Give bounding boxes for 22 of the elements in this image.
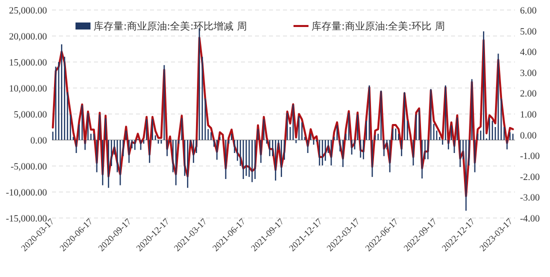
y-tick-label: 10,000.00 [9, 84, 48, 94]
y-tick-label: 5,000.00 [14, 110, 48, 120]
y-tick-label: 20,000.00 [9, 32, 48, 42]
y-tick-label: -5,000.00 [10, 162, 48, 172]
legend-label: 库存量:商业原油:全美:环比增减 周 [94, 20, 247, 32]
y2-tick-label: -2.00 [520, 172, 540, 183]
y2-tick-label: -3.00 [520, 194, 540, 204]
legend-label: 库存量:商业原油:全美:环比 周 [312, 20, 445, 32]
y2-tick-label: -1.00 [520, 152, 540, 162]
line-series [52, 36, 514, 198]
y2-tick-label: -4.00 [520, 214, 540, 224]
y2-tick-label: 1.00 [520, 110, 537, 120]
y2-tick-label: 0.00 [520, 131, 537, 142]
y2-tick-label: 2.00 [520, 90, 537, 100]
y2-tick-label: 3.00 [520, 68, 537, 79]
y2-tick-label: 6.00 [520, 6, 537, 16]
y-tick-label: 0.00 [30, 136, 48, 146]
y-tick-label: 25,000.00 [9, 6, 48, 16]
y2-tick-label: 4.00 [520, 48, 537, 58]
y2-tick-label: 5.00 [520, 27, 537, 38]
y-tick-label: 15,000.00 [9, 58, 48, 68]
y-tick-label: -10,000.00 [6, 188, 48, 198]
